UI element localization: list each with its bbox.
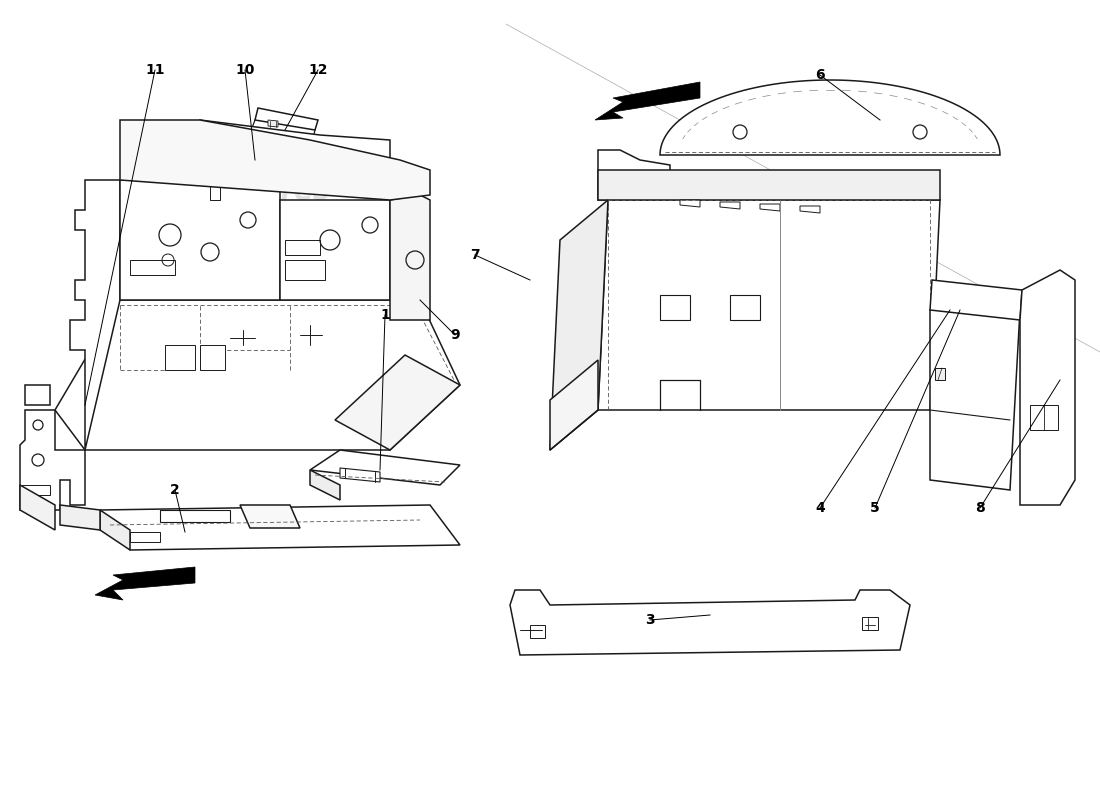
- Polygon shape: [730, 295, 760, 320]
- Polygon shape: [100, 505, 460, 550]
- Polygon shape: [100, 510, 130, 550]
- Polygon shape: [160, 510, 230, 522]
- Text: 3: 3: [646, 613, 654, 627]
- Polygon shape: [165, 345, 195, 370]
- Text: 12: 12: [308, 63, 328, 77]
- Polygon shape: [720, 202, 740, 209]
- Polygon shape: [285, 260, 324, 280]
- Polygon shape: [336, 355, 460, 450]
- Polygon shape: [1030, 405, 1058, 430]
- Polygon shape: [280, 200, 390, 300]
- Polygon shape: [70, 180, 120, 450]
- Polygon shape: [660, 295, 690, 320]
- Polygon shape: [660, 80, 1000, 155]
- Polygon shape: [22, 485, 50, 495]
- Polygon shape: [200, 120, 390, 175]
- Polygon shape: [285, 240, 320, 255]
- Polygon shape: [1020, 270, 1075, 505]
- Polygon shape: [598, 200, 940, 410]
- Text: 7: 7: [470, 248, 480, 262]
- Polygon shape: [935, 368, 945, 380]
- Polygon shape: [510, 590, 910, 655]
- Polygon shape: [200, 345, 225, 370]
- Polygon shape: [255, 108, 318, 130]
- Polygon shape: [862, 617, 878, 630]
- Text: 2: 2: [170, 483, 180, 497]
- Polygon shape: [20, 485, 55, 530]
- Polygon shape: [130, 260, 175, 275]
- Polygon shape: [760, 204, 780, 211]
- Polygon shape: [20, 410, 85, 510]
- Polygon shape: [600, 180, 630, 190]
- Text: 4: 4: [815, 501, 825, 515]
- Polygon shape: [550, 360, 598, 450]
- Polygon shape: [530, 625, 544, 638]
- Text: 6: 6: [815, 68, 825, 82]
- Text: 1: 1: [381, 308, 389, 322]
- Text: eurospares: eurospares: [154, 178, 330, 206]
- Polygon shape: [240, 505, 300, 528]
- Polygon shape: [930, 300, 1020, 490]
- Polygon shape: [60, 505, 100, 530]
- Polygon shape: [800, 206, 820, 213]
- Text: 8: 8: [975, 501, 984, 515]
- Text: 10: 10: [235, 63, 255, 77]
- Polygon shape: [310, 450, 460, 485]
- Polygon shape: [595, 82, 700, 120]
- Text: 11: 11: [145, 63, 165, 77]
- Polygon shape: [268, 120, 278, 127]
- Polygon shape: [310, 470, 340, 500]
- Polygon shape: [120, 180, 280, 300]
- Text: eurospares: eurospares: [649, 178, 825, 206]
- Polygon shape: [340, 468, 379, 482]
- Polygon shape: [120, 120, 430, 200]
- Polygon shape: [930, 280, 1022, 320]
- Polygon shape: [390, 195, 430, 320]
- Text: eurospares: eurospares: [649, 370, 825, 398]
- Polygon shape: [315, 170, 390, 185]
- Polygon shape: [95, 567, 195, 600]
- Polygon shape: [25, 385, 50, 405]
- Polygon shape: [55, 300, 460, 450]
- Polygon shape: [598, 170, 940, 200]
- Polygon shape: [680, 200, 700, 207]
- Text: 9: 9: [450, 328, 460, 342]
- Text: eurospares: eurospares: [154, 370, 330, 398]
- Polygon shape: [550, 200, 608, 450]
- Polygon shape: [130, 532, 159, 542]
- Text: 5: 5: [870, 501, 880, 515]
- Polygon shape: [598, 150, 670, 200]
- Polygon shape: [210, 185, 220, 200]
